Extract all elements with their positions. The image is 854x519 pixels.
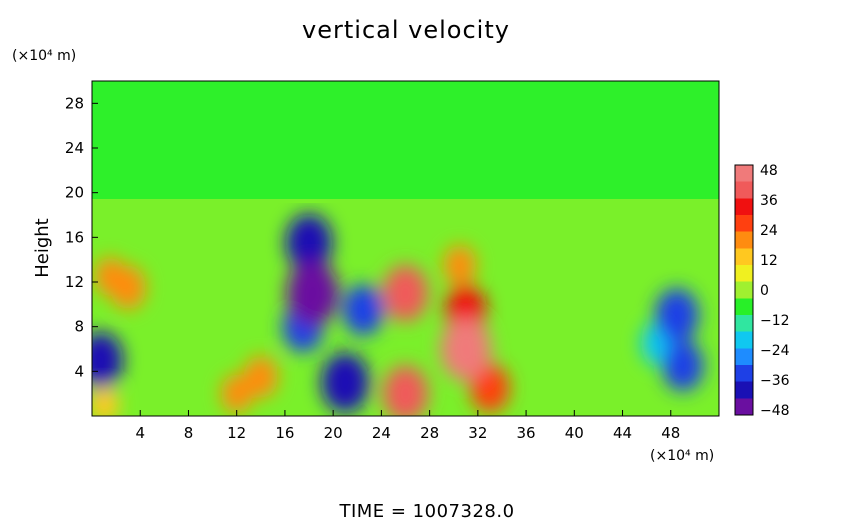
x-tick-label: 40 — [565, 424, 584, 442]
velocity-feature — [440, 317, 492, 381]
x-tick-label: 24 — [372, 424, 391, 442]
colorbar-tick-label: 48 — [760, 163, 778, 179]
colorbar-ramp — [735, 165, 753, 415]
velocity-feature — [662, 340, 704, 392]
colorbar: 48 36 24 12 0 −12 −24 −36 −48 — [734, 163, 790, 419]
y-tick-label: 12 — [65, 273, 84, 291]
y-tick-label: 4 — [74, 362, 84, 380]
colorbar-frame — [734, 164, 754, 416]
velocity-feature — [92, 331, 124, 389]
velocity-feature — [382, 365, 429, 416]
y-tick-label: 20 — [65, 184, 84, 202]
y-axis-label: Height — [32, 218, 53, 278]
velocity-feature — [382, 264, 429, 322]
velocity-feature — [321, 352, 370, 413]
velocity-feature — [286, 260, 339, 326]
y-tick-label: 24 — [65, 139, 84, 157]
y-ticks: 4 8 12 16 20 24 28 — [65, 94, 98, 380]
x-tick-label: 16 — [275, 424, 294, 442]
x-tick-label: 32 — [468, 424, 487, 442]
colorbar-tick-label: 24 — [760, 223, 778, 239]
x-unit-label: (×10⁴ m) — [650, 448, 714, 464]
x-tick-label: 48 — [661, 424, 680, 442]
plot-frame — [91, 80, 720, 417]
x-tick-label: 36 — [517, 424, 536, 442]
x-tick-label: 28 — [420, 424, 439, 442]
velocity-field — [92, 213, 704, 416]
colorbar-tick-label: 36 — [760, 193, 778, 209]
y-unit-label: (×10⁴ m) — [12, 48, 76, 64]
upper-quiet-layer — [92, 81, 719, 199]
colorbar-tick-label: −48 — [760, 403, 790, 419]
velocity-feature — [110, 265, 146, 310]
x-tick-label: 12 — [227, 424, 246, 442]
x-ticks: 4 8 12 16 20 24 28 32 36 40 44 48 — [135, 410, 680, 442]
x-tick-label: 44 — [613, 424, 632, 442]
x-tick-label: 8 — [184, 424, 194, 442]
colorbar-tick-label: −36 — [760, 373, 790, 389]
velocity-feature — [443, 245, 477, 286]
velocity-feature — [243, 355, 278, 398]
velocity-feature — [342, 284, 384, 336]
time-footer: TIME = 1007328.0 — [338, 501, 514, 519]
velocity-feature — [654, 288, 699, 343]
velocity-feature — [92, 386, 119, 416]
velocity-feature — [221, 374, 253, 413]
chart-title: vertical velocity — [302, 16, 510, 44]
velocity-feature — [470, 363, 510, 413]
y-tick-label: 28 — [65, 94, 84, 112]
colorbar-tick-label: 12 — [760, 253, 778, 269]
y-tick-label: 8 — [74, 318, 84, 336]
colorbar-ticks: 48 36 24 12 0 −12 −24 −36 −48 — [760, 163, 790, 419]
colorbar-tick-label: −12 — [760, 313, 790, 329]
plot-area — [92, 81, 719, 416]
colorbar-tick-label: 0 — [760, 283, 769, 299]
y-tick-label: 16 — [65, 228, 84, 246]
colorbar-tick-label: −24 — [760, 343, 790, 359]
x-tick-label: 20 — [324, 424, 343, 442]
x-tick-label: 4 — [135, 424, 145, 442]
velocity-feature — [285, 213, 333, 273]
